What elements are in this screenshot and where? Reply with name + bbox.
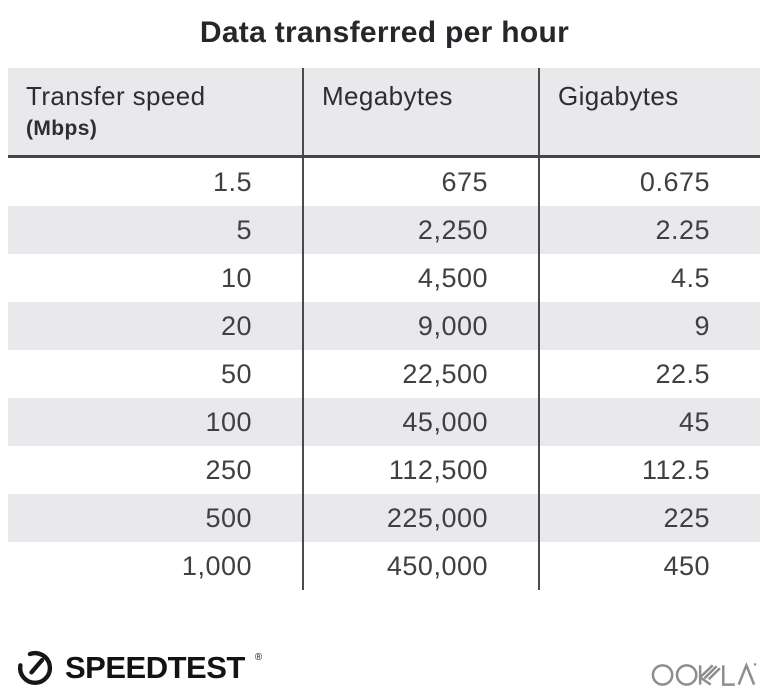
column-header-transfer-speed-unit: (Mbps) (26, 117, 98, 140)
cell-megabytes: 9,000 (302, 302, 538, 350)
cell-gigabytes: 450 (538, 542, 760, 590)
column-header-transfer-speed: Transfer speed (Mbps) (8, 68, 302, 155)
cell-megabytes: 225,000 (302, 494, 538, 542)
cell-transfer-speed: 5 (236, 215, 252, 245)
data-table: Transfer speed (Mbps) Megabytes Gigabyte… (8, 68, 760, 590)
cell-megabytes: 45,000 (302, 398, 538, 446)
cell-gigabytes: 225 (538, 494, 760, 542)
column-header-megabytes: Megabytes (302, 68, 538, 155)
cell-transfer-speed: 50 (220, 359, 252, 389)
table-row: 50 22,500 22.5 (8, 350, 760, 398)
table-row: 10 4,500 4.5 (8, 254, 760, 302)
speedtest-logo: SPEEDTEST ® (14, 647, 262, 689)
table-row: 500 225,000 225 (8, 494, 760, 542)
speedtest-wordmark: SPEEDTEST (65, 650, 245, 685)
table-row: 250 112,500 112.5 (8, 446, 760, 494)
cell-gigabytes: 2.25 (538, 206, 760, 254)
cell-transfer-speed: 1.5 (212, 167, 252, 197)
cell-transfer-speed: 10 (220, 263, 252, 293)
cell-megabytes: 22,500 (302, 350, 538, 398)
cell-transfer-speed: 100 (205, 407, 252, 437)
column-header-megabytes-label: Megabytes (322, 81, 453, 111)
cell-megabytes: 675 (302, 158, 538, 206)
cell-gigabytes: 22.5 (538, 350, 760, 398)
cell-transfer-speed: 250 (205, 455, 252, 485)
table-row: 5 2,250 2.25 (8, 206, 760, 254)
cell-transfer-speed: 500 (205, 503, 252, 533)
page-title: Data transferred per hour (199, 16, 570, 49)
footer: SPEEDTEST ® (14, 643, 757, 693)
table-row: 20 9,000 9 (8, 302, 760, 350)
cell-megabytes: 112,500 (302, 446, 538, 494)
cell-gigabytes: 112.5 (538, 446, 760, 494)
speedtest-gauge-icon (17, 650, 53, 685)
cell-transfer-speed: 1,000 (181, 551, 252, 581)
ookla-logo (651, 654, 757, 694)
ookla-wordmark-icon (651, 661, 757, 686)
table-row: 1,000 450,000 450 (8, 542, 760, 590)
column-header-gigabytes-label: Gigabytes (558, 81, 679, 111)
cell-megabytes: 2,250 (302, 206, 538, 254)
table-row: 100 45,000 45 (8, 398, 760, 446)
column-header-gigabytes: Gigabytes (538, 68, 760, 155)
cell-megabytes: 450,000 (302, 542, 538, 590)
table-body: 1.5 675 0.675 5 2,250 2.25 10 4,500 4.5 … (8, 158, 760, 590)
cell-gigabytes: 9 (538, 302, 760, 350)
cell-gigabytes: 45 (538, 398, 760, 446)
cell-gigabytes: 0.675 (538, 158, 760, 206)
registered-trademark-symbol: ® (254, 652, 263, 663)
cell-transfer-speed: 20 (220, 311, 252, 341)
cell-gigabytes: 4.5 (538, 254, 760, 302)
cell-megabytes: 4,500 (302, 254, 538, 302)
column-header-transfer-speed-label: Transfer speed (26, 81, 206, 111)
table-row: 1.5 675 0.675 (8, 158, 760, 206)
table-header-row: Transfer speed (Mbps) Megabytes Gigabyte… (8, 68, 760, 158)
